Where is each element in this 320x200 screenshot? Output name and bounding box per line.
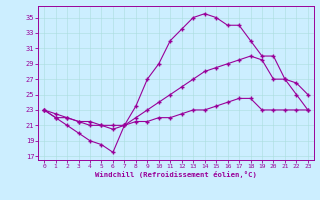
X-axis label: Windchill (Refroidissement éolien,°C): Windchill (Refroidissement éolien,°C) (95, 171, 257, 178)
